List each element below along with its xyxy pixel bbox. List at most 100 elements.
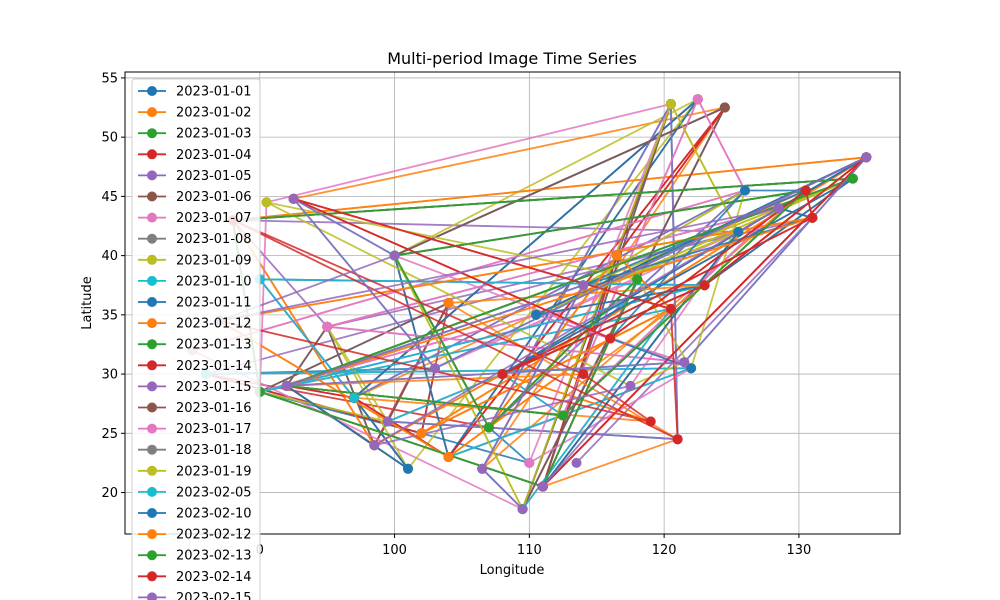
plot-area-frame (124, 71, 901, 535)
legend-entry-label: 2023-01-12 (176, 317, 252, 332)
series-2023-02-13 (231, 177, 854, 488)
x-axis-label: Longitude (480, 563, 545, 578)
legend-entry-label: 2023-02-13 (176, 549, 252, 564)
legend-entry-label: 2023-01-17 (176, 422, 252, 437)
legend-marker (147, 297, 157, 307)
legend-entry-label: 2023-01-08 (176, 232, 252, 247)
series-point (740, 185, 750, 196)
legend-entry-label: 2023-01-04 (176, 148, 252, 163)
series-point (322, 321, 333, 332)
legend-marker (147, 212, 157, 223)
y-tick-label: 55 (101, 71, 118, 86)
series-point (571, 457, 582, 468)
legend-entry-label: 2023-01-10 (176, 274, 252, 289)
y-tick-label: 40 (101, 249, 118, 264)
legend-entry-label: 2023-01-18 (176, 443, 252, 458)
legend-marker (147, 423, 157, 434)
legend-marker (147, 86, 157, 96)
series-point (443, 452, 454, 462)
series-point (281, 380, 292, 391)
x-tick-label: 110 (517, 543, 542, 558)
y-tick-label: 50 (101, 131, 118, 146)
legend-marker (147, 486, 157, 497)
legend-entry-label: 2023-01-16 (176, 401, 252, 416)
series-point (578, 280, 589, 291)
series-point (665, 303, 676, 314)
series-2023-02-14 (219, 156, 867, 488)
series-point (349, 392, 360, 403)
legend-marker (147, 508, 157, 518)
series-point (517, 504, 528, 515)
y-tick-label: 20 (101, 486, 118, 501)
legend: 2023-01-01 2023-01-02 2023-01-03 2023-01-04… (131, 78, 261, 600)
series-point (288, 193, 299, 204)
series-point (389, 250, 400, 261)
series-2023-02-12 (216, 216, 813, 488)
series-point (477, 463, 488, 474)
series-line (218, 156, 867, 510)
legend-entry-label: 2023-02-05 (176, 485, 252, 500)
series-point (645, 416, 656, 427)
legend-box (131, 78, 261, 600)
series-point (369, 440, 380, 451)
series-point (800, 185, 811, 196)
series-point (699, 280, 710, 291)
series-point (261, 197, 272, 208)
legend-entry-label: 2023-01-11 (176, 296, 252, 311)
series-point (497, 369, 508, 380)
x-tick-label: 120 (652, 543, 677, 558)
legend-entry-label: 2023-01-03 (176, 127, 252, 142)
series-point (625, 380, 636, 391)
legend-entry-label: 2023-01-01 (176, 85, 252, 100)
legend-marker (147, 191, 157, 202)
legend-entry-label: 2023-01-02 (176, 106, 252, 121)
series-point (578, 369, 589, 380)
legend-marker (147, 128, 157, 139)
series-point (537, 481, 548, 492)
legend-entry-label: 2023-01-06 (176, 190, 252, 205)
series-point (612, 250, 622, 261)
series-line (216, 216, 813, 488)
y-axis-ticks: 20 25 30 35 40 45 50 55 (101, 71, 125, 501)
legend-marker (147, 318, 157, 329)
series-point (665, 99, 676, 109)
legend-marker (147, 149, 157, 160)
legend-entry-label: 2023-02-12 (176, 528, 252, 543)
legend-marker (147, 275, 157, 286)
legend-entry-label: 2023-01-07 (176, 211, 252, 226)
series-point (416, 428, 427, 439)
legend-marker (147, 465, 157, 476)
legend-marker (147, 360, 157, 371)
series-point (686, 363, 697, 374)
legend-marker (147, 107, 157, 118)
legend-marker (147, 444, 157, 455)
legend-marker (147, 529, 157, 540)
series-point (382, 416, 393, 427)
series-point (483, 422, 494, 433)
legend-marker (147, 381, 157, 392)
series-point (861, 152, 872, 163)
series-point (605, 333, 616, 344)
y-tick-label: 35 (101, 308, 118, 323)
y-tick-label: 45 (101, 190, 118, 205)
legend-marker (147, 550, 157, 561)
series-point (531, 309, 542, 320)
series-2023-02-15 (218, 156, 867, 510)
series-point (807, 212, 818, 223)
series-2023-01-19 (266, 101, 854, 512)
legend-entry-label: 2023-01-14 (176, 359, 252, 374)
series-point (847, 173, 858, 184)
series-point (443, 298, 454, 308)
series-point (719, 102, 730, 113)
legend-entry-label: 2023-02-14 (176, 570, 252, 585)
legend-marker (147, 254, 157, 265)
series-line (219, 156, 867, 488)
series-point (403, 463, 413, 474)
series-line (266, 101, 854, 512)
y-tick-label: 25 (101, 427, 118, 442)
x-tick-label: 130 (786, 543, 811, 558)
legend-entry-label: 2023-01-05 (176, 169, 252, 184)
legend-marker (147, 170, 157, 181)
series-point (524, 457, 535, 468)
